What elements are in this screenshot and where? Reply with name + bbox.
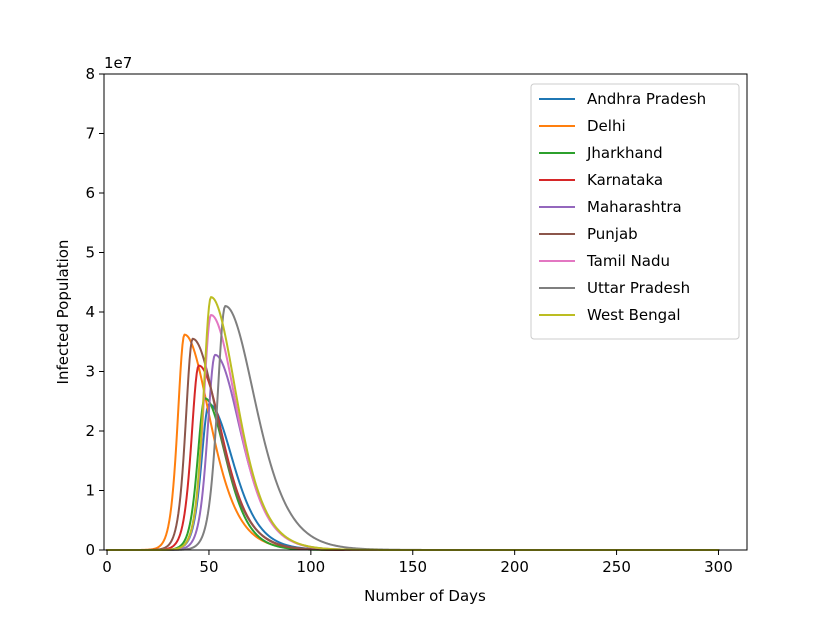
y-tick-label: 0 bbox=[85, 541, 95, 559]
x-tick-label: 200 bbox=[500, 558, 529, 576]
legend-label: Punjab bbox=[587, 225, 638, 243]
y-tick-label: 8 bbox=[85, 65, 95, 83]
legend: Andhra Pradesh Delhi Jharkhand Karnataka Mah… bbox=[530, 83, 740, 340]
y-tick-label: 7 bbox=[85, 125, 95, 143]
y-axis-ticks: 0 1 2 3 4 5 6 7 8 bbox=[85, 65, 104, 559]
x-axis-label: Number of Days bbox=[364, 587, 486, 605]
y-axis-label: Infected Population bbox=[54, 240, 72, 385]
legend-label: Karnataka bbox=[587, 171, 663, 189]
x-tick-label: 300 bbox=[704, 558, 733, 576]
legend-label: Delhi bbox=[587, 117, 626, 135]
x-tick-label: 150 bbox=[398, 558, 427, 576]
legend-box bbox=[530, 83, 740, 340]
x-tick-label: 50 bbox=[199, 558, 218, 576]
legend-label: Andhra Pradesh bbox=[587, 90, 706, 108]
x-tick-label: 0 bbox=[102, 558, 112, 576]
x-tick-label: 250 bbox=[602, 558, 631, 576]
series-line-tamil-nadu bbox=[106, 313, 720, 551]
x-axis-ticks: 0 50 100 150 200 250 300 bbox=[102, 550, 733, 576]
legend-label: Uttar Pradesh bbox=[587, 279, 690, 297]
y-axis-offset-label: 1e7 bbox=[104, 54, 132, 72]
legend-label: Jharkhand bbox=[586, 144, 663, 162]
y-tick-label: 4 bbox=[85, 303, 95, 321]
legend-label: West Bengal bbox=[587, 306, 681, 324]
y-tick-label: 1 bbox=[85, 482, 95, 500]
series-line-uttar-pradesh bbox=[106, 305, 720, 551]
legend-label: Tamil Nadu bbox=[586, 252, 670, 270]
y-tick-label: 5 bbox=[85, 244, 95, 262]
x-tick-label: 100 bbox=[297, 558, 326, 576]
y-tick-label: 3 bbox=[85, 363, 95, 381]
y-tick-label: 6 bbox=[85, 184, 95, 202]
legend-label: Maharashtra bbox=[587, 198, 682, 216]
y-tick-label: 2 bbox=[85, 422, 95, 440]
